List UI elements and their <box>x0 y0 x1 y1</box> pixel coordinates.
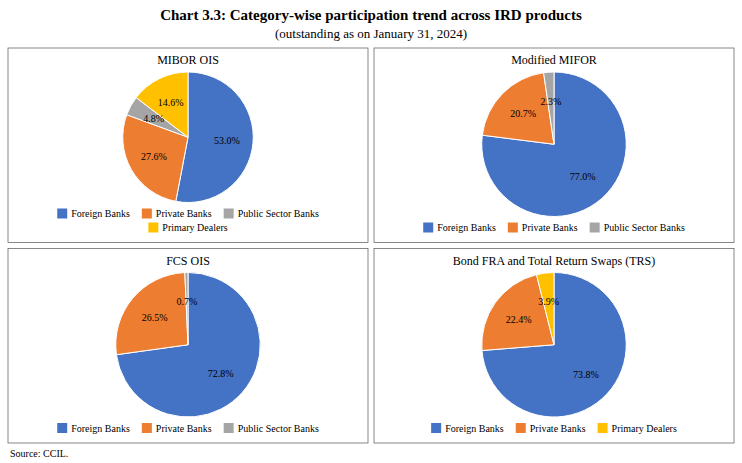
legend-item: Primary Dealers <box>598 423 677 434</box>
chart-title: FCS OIS <box>166 254 210 268</box>
data-label: 20.7% <box>510 108 536 119</box>
panel-border <box>8 48 368 243</box>
chart-panel: MIBOR OIS Foreign Banks Private Banks Publi… <box>8 48 368 243</box>
legend-label: Public Sector Banks <box>238 208 319 219</box>
legend-label: Foreign Banks <box>445 423 504 434</box>
legend-item: Private Banks <box>508 222 578 233</box>
legend-label: Foreign Banks <box>71 423 130 434</box>
chart-root: Chart 3.3: Category-wise participation t… <box>0 0 742 463</box>
panel-border <box>374 249 734 444</box>
title: Chart 3.3: Category-wise participation t… <box>160 7 582 23</box>
chart-title: Modified MIFOR <box>511 53 597 67</box>
legend-swatch <box>423 223 433 233</box>
legend-label: Primary Dealers <box>162 222 227 233</box>
data-label: 53.0% <box>214 135 240 146</box>
data-label: 26.5% <box>142 312 168 323</box>
data-label: 77.0% <box>570 171 596 182</box>
data-labels: 72.8% 26.5% 0.7% <box>142 296 234 379</box>
data-label: 73.8% <box>573 369 599 380</box>
legend: Foreign Banks Private Banks Primary Dealer… <box>431 423 677 434</box>
data-label: 4.8% <box>143 113 164 124</box>
legend-swatch <box>224 209 234 219</box>
chart-panel: Bond FRA and Total Return Swaps (TRS) For… <box>374 249 734 444</box>
legend-item: Foreign Banks <box>57 208 130 219</box>
legend-swatch <box>590 223 600 233</box>
pie-slice <box>185 273 188 345</box>
pie <box>116 273 261 418</box>
legend-item: Foreign Banks <box>57 423 130 434</box>
legend-swatch <box>431 423 441 433</box>
pie-slice <box>482 273 626 418</box>
legend-label: Foreign Banks <box>71 208 130 219</box>
legend-label: Private Banks <box>156 423 212 434</box>
legend-item: Private Banks <box>516 423 586 434</box>
pie <box>123 72 254 203</box>
data-label: 22.4% <box>506 314 532 325</box>
legend-swatch <box>142 209 152 219</box>
legend-swatch <box>598 423 608 433</box>
data-labels: 53.0% 27.6% 4.8% 14.6% <box>141 97 240 162</box>
legend-label: Public Sector Banks <box>238 423 319 434</box>
pie-slice <box>482 73 554 144</box>
legend: Foreign Banks Private Banks Public Sector … <box>423 222 685 233</box>
legend-swatch <box>508 223 518 233</box>
pie-slice <box>536 273 554 345</box>
legend-swatch <box>57 209 67 219</box>
legend-item: Public Sector Banks <box>224 208 319 219</box>
legend-item: Public Sector Banks <box>590 222 685 233</box>
legend-swatch <box>57 423 67 433</box>
pie-slice <box>136 72 188 137</box>
legend-item: Private Banks <box>142 423 212 434</box>
legend-item: Private Banks <box>142 208 212 219</box>
legend-label: Private Banks <box>530 423 586 434</box>
data-labels: 73.8% 22.4% 3.9% <box>506 296 599 379</box>
data-label: 3.9% <box>538 296 559 307</box>
data-label: 0.7% <box>177 296 198 307</box>
chart-panel: Modified MIFOR Foreign Banks Private Banks… <box>374 48 734 243</box>
data-label: 14.6% <box>158 97 184 108</box>
legend-item: Foreign Banks <box>423 222 496 233</box>
legend-label: Private Banks <box>522 222 578 233</box>
pie-slice <box>482 72 627 217</box>
pie <box>482 273 627 418</box>
subtitle: (outstanding as on January 31, 2024) <box>275 26 467 41</box>
legend-label: Private Banks <box>156 208 212 219</box>
data-labels: 77.0% 20.7% 2.3% <box>510 96 595 183</box>
pie <box>482 72 627 217</box>
data-label: 72.8% <box>208 368 234 379</box>
data-label: 27.6% <box>141 151 167 162</box>
legend-label: Foreign Banks <box>437 222 496 233</box>
legend-item: Primary Dealers <box>148 222 227 233</box>
legend-swatch <box>142 423 152 433</box>
chart-title: MIBOR OIS <box>157 53 219 67</box>
legend-swatch <box>224 423 234 433</box>
legend-label: Primary Dealers <box>612 423 677 434</box>
data-label: 2.3% <box>540 96 561 107</box>
chart-panel: FCS OIS Foreign Banks Private Banks Public … <box>8 249 368 444</box>
legend-swatch <box>516 423 526 433</box>
legend-item: Public Sector Banks <box>224 423 319 434</box>
source: Source: CCIL. <box>10 448 68 459</box>
legend-label: Public Sector Banks <box>604 222 685 233</box>
pie-slice <box>116 273 188 355</box>
legend-item: Foreign Banks <box>431 423 504 434</box>
panel-border <box>8 249 368 444</box>
legend: Foreign Banks Private Banks Public Sector … <box>57 208 319 233</box>
legend: Foreign Banks Private Banks Public Sector … <box>57 423 319 434</box>
panel-border <box>374 48 734 243</box>
legend-swatch <box>148 223 158 233</box>
pie-slice <box>544 72 554 144</box>
chart-title: Bond FRA and Total Return Swaps (TRS) <box>453 254 655 268</box>
pie-slice <box>116 273 260 418</box>
